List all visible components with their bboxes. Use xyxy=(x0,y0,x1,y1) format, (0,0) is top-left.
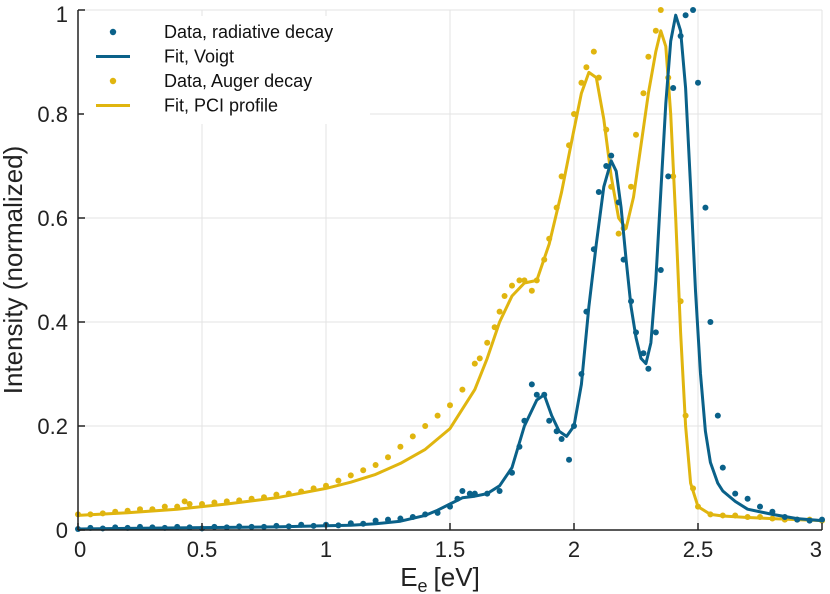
data-point-data-radiative-decay xyxy=(528,381,535,388)
legend-item: Fit, Voigt xyxy=(96,47,234,67)
data-point-data-auger-decay xyxy=(347,472,354,479)
series-line-fit-voigt xyxy=(76,13,824,531)
data-point-data-auger-decay xyxy=(516,277,523,284)
data-point-data-radiative-decay xyxy=(558,436,565,442)
data-point-data-radiative-decay xyxy=(459,488,466,494)
data-point-data-auger-decay xyxy=(583,64,590,71)
data-point-data-auger-decay xyxy=(422,423,429,429)
x-axis-title-main: E xyxy=(400,562,417,592)
x-axis-title-subscript: e xyxy=(418,576,428,594)
data-point-data-auger-decay xyxy=(528,287,535,294)
series-fit-voigt xyxy=(76,13,824,531)
x-tick-label: 1.5 xyxy=(435,537,466,562)
legend-label: Data, radiative decay xyxy=(164,22,333,42)
legend-label: Fit, Voigt xyxy=(164,47,234,67)
x-tick-label: 3 xyxy=(810,537,822,562)
x-axis-title: Ee [eV] xyxy=(400,562,480,594)
data-point-data-auger-decay xyxy=(590,48,597,55)
data-point-data-radiative-decay xyxy=(566,456,573,463)
x-tick-label: 0.5 xyxy=(187,537,218,562)
data-point-data-radiative-decay xyxy=(652,329,659,336)
data-point-data-auger-decay xyxy=(372,462,379,468)
y-tick-label: 0 xyxy=(56,518,68,543)
data-point-data-auger-decay xyxy=(652,27,659,34)
legend-item: Data, Auger decay xyxy=(109,71,312,91)
data-point-data-auger-decay xyxy=(484,339,491,346)
data-point-data-auger-decay xyxy=(459,386,466,393)
data-point-data-auger-decay xyxy=(447,402,453,409)
y-tick-label: 0.6 xyxy=(37,206,68,231)
data-point-data-auger-decay xyxy=(476,355,483,362)
data-point-data-auger-decay xyxy=(186,501,193,507)
x-tick-label: 1 xyxy=(320,537,332,562)
series-layer xyxy=(75,7,825,532)
data-point-data-auger-decay xyxy=(385,454,391,461)
data-point-data-radiative-decay xyxy=(732,490,739,497)
y-tick-label: 0.2 xyxy=(37,414,68,439)
tick-labels: 0 0.5 1 1.5 2 2.5 3 0 0.2 0.4 0.6 0.8 1 xyxy=(37,2,822,562)
data-point-data-radiative-decay xyxy=(546,417,553,424)
data-point-data-radiative-decay xyxy=(702,204,709,211)
x-tick-label: 2 xyxy=(568,537,580,562)
x-axis-title-unit: [eV] xyxy=(434,562,480,592)
data-point-data-radiative-decay xyxy=(608,152,615,159)
data-point-data-radiative-decay xyxy=(719,464,726,471)
data-point-data-radiative-decay xyxy=(690,7,697,13)
data-point-data-radiative-decay xyxy=(640,350,647,357)
data-point-data-auger-decay xyxy=(628,183,635,190)
legend-marker xyxy=(109,28,117,36)
data-point-data-auger-decay xyxy=(161,503,168,510)
legend-label: Data, Auger decay xyxy=(164,71,312,91)
data-point-data-radiative-decay xyxy=(714,412,721,419)
data-point-data-radiative-decay xyxy=(657,267,664,273)
data-point-data-radiative-decay xyxy=(595,189,602,195)
legend-label: Fit, PCI profile xyxy=(164,96,278,116)
x-tick-label: 0 xyxy=(74,537,86,562)
data-point-data-radiative-decay xyxy=(707,319,714,325)
data-point-data-auger-decay xyxy=(657,7,664,13)
data-point-data-radiative-decay xyxy=(496,488,503,494)
y-tick-label: 0.4 xyxy=(37,310,68,335)
data-point-data-radiative-decay xyxy=(670,85,677,91)
data-point-data-auger-decay xyxy=(633,131,639,138)
data-point-data-auger-decay xyxy=(181,498,188,505)
y-axis-title: Intensity (normalized) xyxy=(0,146,28,395)
legend-marker xyxy=(109,77,117,85)
data-point-data-radiative-decay xyxy=(533,391,540,398)
data-point-data-auger-decay xyxy=(615,230,622,237)
x-tick-label: 2.5 xyxy=(683,537,714,562)
data-point-data-auger-decay xyxy=(501,293,508,299)
data-point-data-auger-decay xyxy=(335,477,342,484)
data-point-data-radiative-decay xyxy=(695,79,701,86)
legend: Data, radiative decay Fit, Voigt Data, Aug… xyxy=(84,16,370,124)
legend-item: Fit, PCI profile xyxy=(96,96,278,116)
data-point-data-radiative-decay xyxy=(645,365,652,372)
data-point-data-auger-decay xyxy=(640,90,647,97)
data-point-data-auger-decay xyxy=(360,467,367,474)
data-point-data-auger-decay xyxy=(645,53,652,60)
data-point-data-radiative-decay xyxy=(744,495,751,502)
data-point-data-radiative-decay xyxy=(665,173,672,180)
legend-item: Data, radiative decay xyxy=(109,22,333,42)
data-point-data-radiative-decay xyxy=(682,12,689,19)
data-point-data-auger-decay xyxy=(496,308,503,315)
data-point-data-auger-decay xyxy=(509,282,515,289)
data-point-data-auger-decay xyxy=(434,412,441,419)
legend-box xyxy=(84,16,370,124)
series-line-fit-pci-profile xyxy=(76,29,824,523)
data-point-data-auger-decay xyxy=(409,433,416,440)
data-point-data-radiative-decay xyxy=(757,503,763,510)
data-point-data-radiative-decay xyxy=(466,490,473,497)
y-tick-label: 1 xyxy=(56,2,68,27)
axes xyxy=(77,9,823,531)
data-point-data-auger-decay xyxy=(397,443,404,450)
data-point-data-auger-decay xyxy=(578,79,585,86)
series-fit-pci-profile xyxy=(76,29,824,523)
y-tick-label: 0.8 xyxy=(37,102,68,127)
data-point-data-auger-decay xyxy=(471,360,478,367)
